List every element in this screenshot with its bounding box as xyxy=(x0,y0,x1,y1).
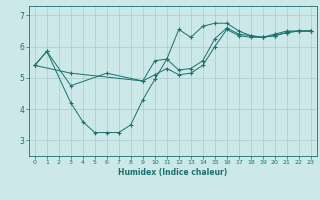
X-axis label: Humidex (Indice chaleur): Humidex (Indice chaleur) xyxy=(118,168,228,177)
